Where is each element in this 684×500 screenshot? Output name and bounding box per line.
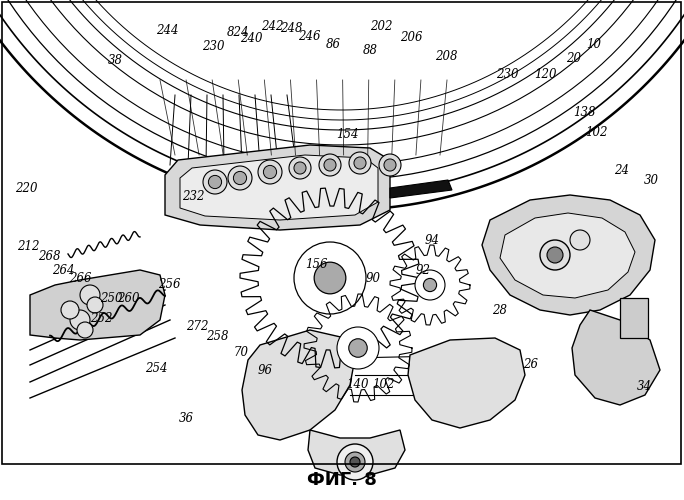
Circle shape — [77, 322, 93, 338]
Text: 242: 242 — [261, 20, 283, 32]
Text: 244: 244 — [157, 24, 179, 38]
Text: 250: 250 — [100, 292, 122, 306]
Text: 254: 254 — [145, 362, 167, 376]
Polygon shape — [390, 180, 452, 198]
Circle shape — [294, 242, 366, 314]
Circle shape — [289, 157, 311, 179]
Text: 246: 246 — [298, 30, 320, 43]
Text: 206: 206 — [401, 31, 423, 44]
Text: 120: 120 — [535, 68, 557, 80]
Circle shape — [423, 278, 436, 291]
Text: 264: 264 — [52, 264, 74, 278]
Circle shape — [384, 159, 396, 171]
Text: 212: 212 — [18, 240, 40, 252]
Text: 154: 154 — [337, 128, 358, 140]
Polygon shape — [500, 213, 635, 298]
Text: 272: 272 — [186, 320, 208, 332]
Text: 26: 26 — [523, 358, 538, 372]
Circle shape — [547, 247, 563, 263]
Circle shape — [324, 159, 336, 171]
Text: 230: 230 — [497, 68, 518, 80]
Circle shape — [354, 157, 366, 169]
Circle shape — [415, 270, 445, 300]
Circle shape — [294, 162, 306, 174]
Polygon shape — [572, 310, 660, 405]
Text: 10: 10 — [586, 38, 601, 51]
Circle shape — [349, 339, 367, 357]
Text: ФИГ. 8: ФИГ. 8 — [307, 471, 377, 489]
FancyBboxPatch shape — [620, 298, 648, 338]
Text: 156: 156 — [305, 258, 327, 270]
Circle shape — [70, 310, 90, 330]
Text: 90: 90 — [365, 272, 380, 285]
Circle shape — [540, 240, 570, 270]
Text: 88: 88 — [363, 44, 378, 58]
Text: 102: 102 — [586, 126, 607, 139]
Text: 252: 252 — [90, 312, 112, 326]
Text: 140: 140 — [346, 378, 368, 392]
Text: 86: 86 — [326, 38, 341, 51]
Circle shape — [379, 154, 401, 176]
Text: 96: 96 — [258, 364, 273, 376]
Text: 28: 28 — [492, 304, 507, 318]
Text: 138: 138 — [574, 106, 596, 119]
Text: 24: 24 — [614, 164, 629, 176]
Circle shape — [314, 262, 346, 294]
Text: 208: 208 — [435, 50, 457, 62]
Circle shape — [61, 301, 79, 319]
Text: 30: 30 — [644, 174, 659, 186]
Circle shape — [228, 166, 252, 190]
Text: 266: 266 — [70, 272, 92, 285]
Text: 92: 92 — [415, 264, 430, 276]
Text: 258: 258 — [207, 330, 228, 342]
Polygon shape — [30, 270, 165, 340]
Circle shape — [570, 230, 590, 250]
Text: 94: 94 — [425, 234, 440, 246]
Circle shape — [345, 452, 365, 472]
Circle shape — [349, 152, 371, 174]
Text: 256: 256 — [159, 278, 181, 290]
Text: 36: 36 — [179, 412, 194, 426]
Circle shape — [263, 166, 276, 178]
Text: 102: 102 — [372, 378, 394, 392]
Text: 70: 70 — [233, 346, 248, 360]
Circle shape — [337, 327, 379, 369]
Text: 268: 268 — [38, 250, 60, 262]
Circle shape — [319, 154, 341, 176]
Circle shape — [209, 176, 222, 188]
Polygon shape — [242, 330, 355, 440]
Polygon shape — [482, 195, 655, 315]
Circle shape — [80, 285, 100, 305]
Circle shape — [350, 457, 360, 467]
Text: 240: 240 — [241, 32, 263, 46]
Polygon shape — [408, 338, 525, 428]
Circle shape — [203, 170, 227, 194]
Text: 34: 34 — [637, 380, 652, 392]
Circle shape — [233, 172, 247, 184]
Text: 20: 20 — [566, 52, 581, 66]
Polygon shape — [165, 145, 390, 230]
Text: 248: 248 — [280, 22, 302, 36]
Text: 38: 38 — [107, 54, 122, 68]
Text: 232: 232 — [182, 190, 204, 202]
Circle shape — [337, 444, 373, 480]
Text: 202: 202 — [371, 20, 393, 32]
Text: 260: 260 — [118, 292, 140, 306]
Circle shape — [87, 297, 103, 313]
Polygon shape — [180, 155, 378, 220]
Text: 824: 824 — [227, 26, 249, 39]
Polygon shape — [308, 430, 405, 475]
Circle shape — [258, 160, 282, 184]
Text: 220: 220 — [15, 182, 37, 196]
Text: 230: 230 — [202, 40, 224, 52]
